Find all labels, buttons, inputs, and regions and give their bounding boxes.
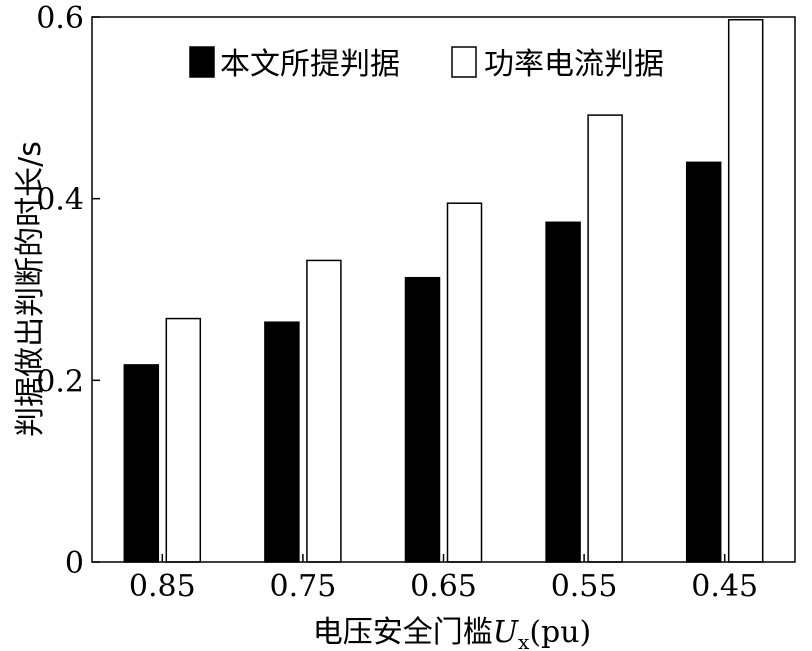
- y-tick-label-0.2: 0.2: [36, 364, 84, 399]
- y-tick-label-0: 0: [65, 546, 84, 581]
- legend-swatch-series-1: [189, 46, 215, 78]
- bar-series-2-0.85: [165, 317, 202, 563]
- legend: 本文所提判据 功率电流判据: [189, 46, 664, 82]
- x-axis-label-var: U: [493, 615, 520, 650]
- y-axis-label: 判据做出判断的时长/s: [13, 141, 48, 437]
- x-axis-label: 电压安全门槛Ux(pu): [313, 615, 592, 651]
- bar-series-1-0.75: [264, 321, 300, 563]
- legend-label-series-2: 功率电流判据: [484, 47, 664, 82]
- bar-series-2-0.55: [587, 114, 623, 563]
- x-tick-label-0.45: 0.45: [691, 569, 758, 604]
- x-axis-label-main: 电压安全门槛: [313, 615, 493, 650]
- x-tick-label-0.75: 0.75: [270, 569, 337, 604]
- axes-group: 0 0.2 0.4 0.6 0.85 0.75 0.65 0.55 0.45: [36, 1, 796, 604]
- bar-series-1-0.65: [404, 276, 441, 563]
- y-tick-label-0.6: 0.6: [36, 1, 84, 36]
- bar-series-1-0.45: [685, 161, 722, 563]
- x-tick-label-0.65: 0.65: [410, 569, 477, 604]
- x-axis-label-sub: x: [518, 630, 530, 651]
- bar-series-2-0.75: [306, 259, 342, 563]
- bars-group: [123, 18, 764, 563]
- bar-series-1-0.55: [545, 221, 581, 563]
- y-tick-label-0.4: 0.4: [36, 183, 84, 218]
- legend-swatch-series-2: [451, 46, 477, 78]
- bar-series-1-0.85: [123, 364, 160, 563]
- x-axis-label-unit: (pu): [529, 615, 591, 650]
- x-tick-label-0.55: 0.55: [551, 569, 618, 604]
- legend-label-series-1: 本文所提判据: [220, 47, 400, 82]
- bar-series-2-0.45: [727, 18, 764, 563]
- x-tick-label-0.85: 0.85: [129, 569, 196, 604]
- bar-series-2-0.65: [446, 202, 483, 563]
